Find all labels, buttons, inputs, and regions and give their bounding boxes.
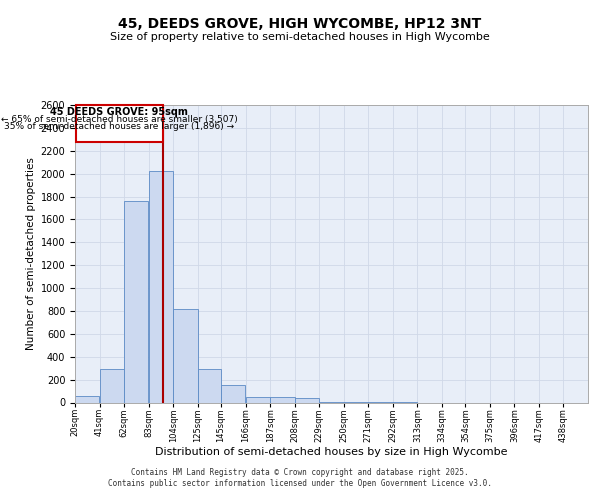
Text: ← 65% of semi-detached houses are smaller (3,507): ← 65% of semi-detached houses are smalle… — [1, 114, 238, 124]
Bar — [295, 398, 319, 402]
Text: Size of property relative to semi-detached houses in High Wycombe: Size of property relative to semi-detach… — [110, 32, 490, 42]
Bar — [198, 370, 221, 402]
Text: 45, DEEDS GROVE, HIGH WYCOMBE, HP12 3NT: 45, DEEDS GROVE, HIGH WYCOMBE, HP12 3NT — [118, 18, 482, 32]
Bar — [75, 396, 100, 402]
FancyBboxPatch shape — [76, 105, 163, 142]
Bar — [124, 201, 148, 402]
Bar — [221, 385, 245, 402]
Text: 35% of semi-detached houses are larger (1,896) →: 35% of semi-detached houses are larger (… — [4, 122, 235, 131]
Bar — [173, 308, 197, 402]
Y-axis label: Number of semi-detached properties: Number of semi-detached properties — [26, 158, 37, 350]
X-axis label: Distribution of semi-detached houses by size in High Wycombe: Distribution of semi-detached houses by … — [155, 448, 508, 458]
Bar — [271, 398, 295, 402]
Text: 45 DEEDS GROVE: 95sqm: 45 DEEDS GROVE: 95sqm — [50, 108, 188, 118]
Bar — [149, 171, 173, 402]
Text: Contains HM Land Registry data © Crown copyright and database right 2025.
Contai: Contains HM Land Registry data © Crown c… — [108, 468, 492, 487]
Bar — [100, 368, 124, 402]
Bar — [246, 397, 270, 402]
